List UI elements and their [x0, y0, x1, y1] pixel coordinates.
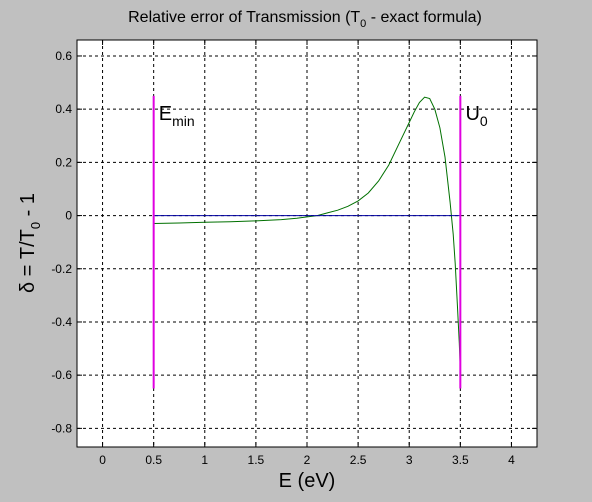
x-tick-label: 0.5: [145, 453, 162, 467]
x-tick-label: 2.5: [350, 453, 367, 467]
annotations: Emin U0: [159, 103, 488, 129]
x-axis-label: E (eV): [279, 470, 336, 492]
series-line-0: [153, 96, 461, 370]
y-tick-label: 0.2: [55, 155, 72, 169]
y-axis-label-main: δ = T/T: [17, 229, 39, 293]
y-tick-label: -0.4: [51, 315, 72, 329]
annotation-0: Emin: [159, 103, 195, 129]
y-axis-label-tail: - 1: [17, 193, 39, 222]
chart-title-sub: 0: [360, 18, 366, 30]
vlines: [152, 95, 462, 389]
y-tick-label: -0.2: [51, 262, 72, 276]
y-axis-label-sub: 0: [28, 222, 43, 229]
y-tick-label: 0.4: [55, 102, 72, 116]
x-tick-label: 3: [406, 453, 413, 467]
y-tick-label: 0: [65, 209, 72, 223]
chart-title-tail: - exact formula): [366, 9, 482, 26]
annotation-main: U: [465, 103, 479, 125]
y-tick-label: -0.6: [51, 368, 72, 382]
chart-title: Relative error of Transmission (T0 - exa…: [128, 9, 482, 30]
annotation-main: E: [159, 103, 172, 125]
annotation-sub: 0: [480, 113, 488, 129]
annotation-1: U0: [465, 103, 487, 129]
x-tick-label: 1: [201, 453, 208, 467]
x-tick-label: 2: [304, 453, 311, 467]
x-tick-label: 3.5: [452, 453, 469, 467]
ticks: 0 0.5 1 1.5 2 2.5 3 3.5 4 0.6 0.4 0.2 0 -0.2 -0.4 -0.6 -…: [51, 40, 537, 467]
y-axis-label: δ = T/T0 - 1: [17, 193, 43, 293]
chart-title-main: Relative error of Transmission (T: [128, 9, 360, 26]
x-tick-label: 4: [508, 453, 515, 467]
x-tick-label: 0: [99, 453, 106, 467]
x-tick-label: 1.5: [248, 453, 265, 467]
annotation-sub: min: [172, 113, 195, 129]
y-tick-label: -0.8: [51, 421, 72, 435]
series: [153, 96, 461, 370]
y-tick-label: 0.6: [55, 49, 72, 63]
